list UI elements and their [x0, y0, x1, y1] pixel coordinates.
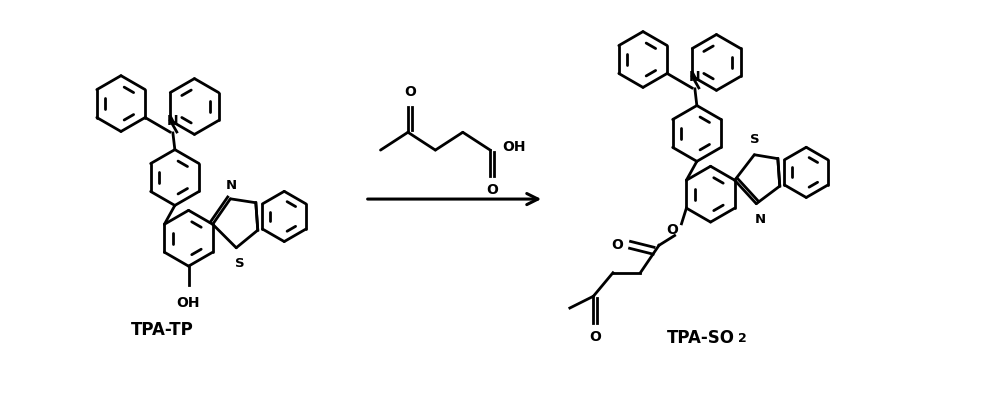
- Text: OH: OH: [176, 296, 199, 309]
- Text: TPA-SO: TPA-SO: [667, 329, 735, 347]
- Text: O: O: [404, 85, 416, 99]
- Text: N: N: [167, 114, 179, 128]
- Text: S: S: [235, 257, 245, 269]
- Text: N: N: [226, 179, 237, 192]
- Text: S: S: [750, 133, 760, 146]
- Text: O: O: [589, 330, 601, 343]
- Text: TPA-TP: TPA-TP: [131, 322, 193, 339]
- Text: N: N: [689, 70, 701, 84]
- Text: O: O: [667, 223, 679, 237]
- Text: O: O: [486, 183, 498, 198]
- Text: OH: OH: [502, 140, 525, 154]
- Text: N: N: [755, 213, 766, 225]
- Text: O: O: [611, 238, 623, 252]
- Text: 2: 2: [738, 332, 747, 345]
